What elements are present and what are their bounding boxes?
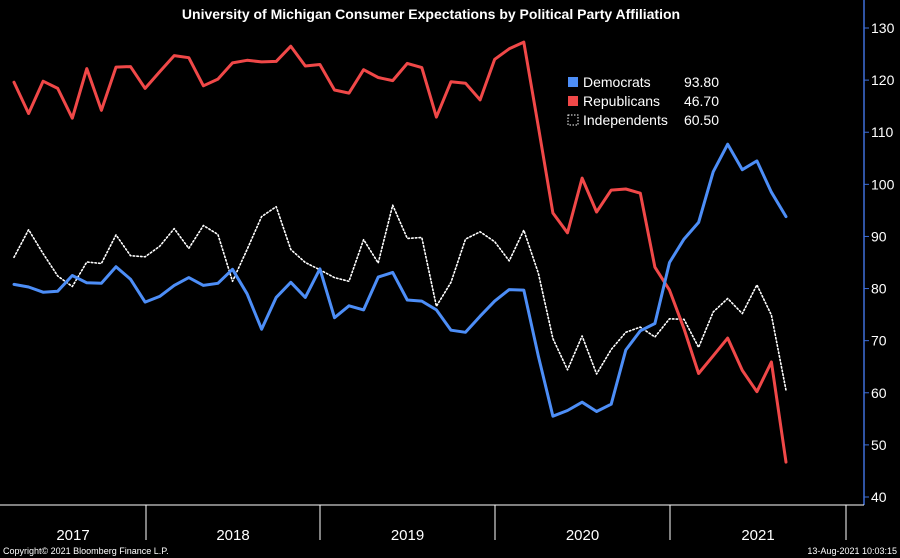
x-tick-label: 2020 (566, 527, 599, 544)
legend-label-republicans: Republicans (583, 93, 660, 109)
x-tick-label: 2017 (56, 527, 89, 544)
y-tick-label: 70 (871, 333, 887, 349)
y-tick-label: 110 (871, 124, 894, 140)
legend-value-independents: 60.50 (684, 112, 719, 128)
legend-label-independents: Independents (583, 112, 668, 128)
y-tick-label: 100 (871, 176, 895, 192)
legend-value-republicans: 46.70 (684, 93, 719, 109)
series-line-republicans (12, 40, 788, 464)
y-tick-label: 120 (871, 72, 895, 88)
y-tick-label: 90 (871, 228, 887, 244)
legend-swatch-independents (567, 114, 579, 126)
axes: 40 50 60 70 80 90 100 110 120 130 2017 2018 2019 2020… (0, 0, 895, 544)
legend: Democrats 93.80 Republicans 46.70 Independen… (561, 72, 724, 132)
x-tick-label: 2019 (391, 527, 424, 544)
timestamp-text: 13-Aug-2021 10:03:15 (807, 546, 897, 556)
y-tick-label: 60 (871, 385, 887, 401)
series-line-democrats (12, 142, 788, 418)
series-layer (12, 40, 788, 464)
legend-label-democrats: Democrats (583, 74, 651, 90)
legend-value-democrats: 93.80 (684, 74, 719, 90)
legend-swatch-democrats (568, 77, 578, 87)
y-tick-label: 40 (871, 489, 887, 505)
chart-title: University of Michigan Consumer Expectat… (182, 6, 680, 22)
legend-swatch-republicans (568, 96, 578, 106)
copyright-text: Copyright© 2021 Bloomberg Finance L.P. (3, 546, 169, 556)
legend-box (561, 72, 724, 132)
series-line-independents (13, 204, 787, 392)
y-tick-label: 80 (871, 281, 887, 297)
x-tick-label: 2018 (216, 527, 249, 544)
y-tick-label: 130 (871, 20, 895, 36)
y-tick-label: 50 (871, 437, 887, 453)
x-tick-label: 2021 (741, 527, 774, 544)
